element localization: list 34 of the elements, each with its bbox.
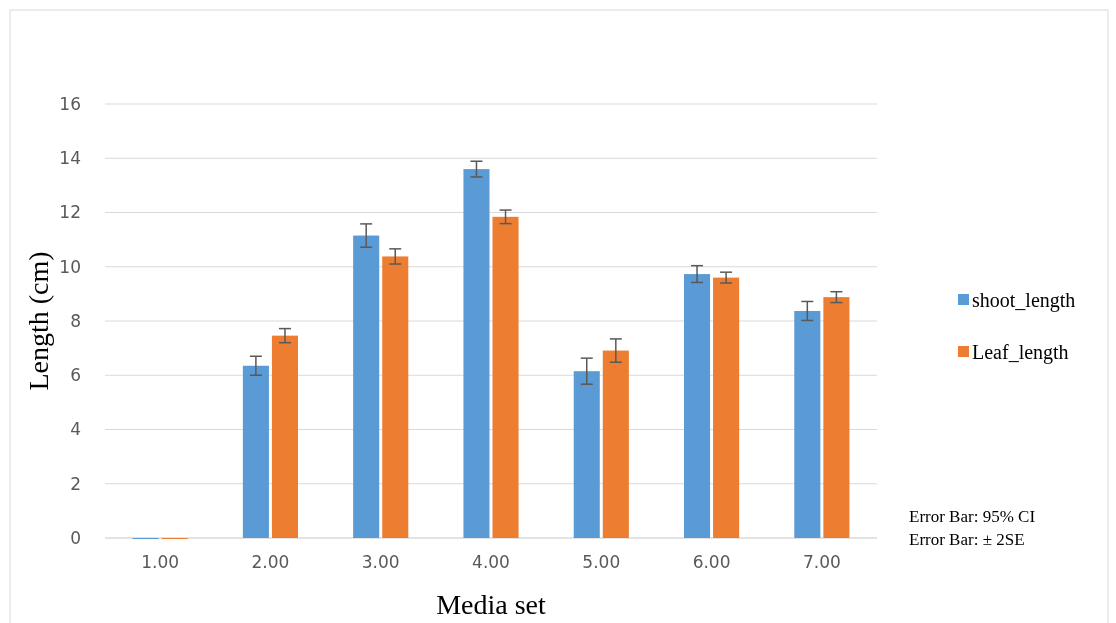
y-tick-label: 16 xyxy=(59,93,81,114)
y-axis-title: Length (cm) xyxy=(23,251,54,391)
x-tick-label: 6.00 xyxy=(692,552,731,572)
bar xyxy=(382,256,409,538)
x-tick-label: 3.00 xyxy=(361,552,400,572)
y-tick-label: 14 xyxy=(59,148,81,169)
x-tick-label: 7.00 xyxy=(802,552,841,572)
y-tick-label: 12 xyxy=(59,202,81,223)
y-tick-label: 6 xyxy=(70,365,81,386)
bar xyxy=(573,371,600,538)
x-tick-label: 1.00 xyxy=(141,552,180,572)
bar xyxy=(684,274,711,538)
text: Error Bar: ± 2SE xyxy=(909,530,1025,549)
bar xyxy=(492,216,519,538)
bar xyxy=(353,235,380,538)
y-tick-label: 8 xyxy=(70,310,81,331)
y-tick-label: 0 xyxy=(70,527,81,548)
x-axis-title: Media set xyxy=(436,589,547,620)
x-tick-label: 2.00 xyxy=(251,552,290,572)
text: Error Bar: 95% CI xyxy=(909,507,1036,526)
y-tick-label: 2 xyxy=(70,473,81,494)
bar xyxy=(823,297,850,538)
y-tick-label: 10 xyxy=(59,256,81,277)
x-tick-label: 5.00 xyxy=(582,552,621,572)
x-tick-label: 4.00 xyxy=(472,552,510,572)
y-tick-label: 4 xyxy=(70,419,81,440)
bar xyxy=(242,365,269,538)
bar xyxy=(794,310,821,538)
bar xyxy=(602,350,629,538)
legend-label: Leaf_length xyxy=(972,341,1069,364)
bar xyxy=(713,277,740,538)
bar xyxy=(271,335,298,538)
legend-label: shoot_length xyxy=(972,289,1076,312)
bar xyxy=(463,169,490,538)
